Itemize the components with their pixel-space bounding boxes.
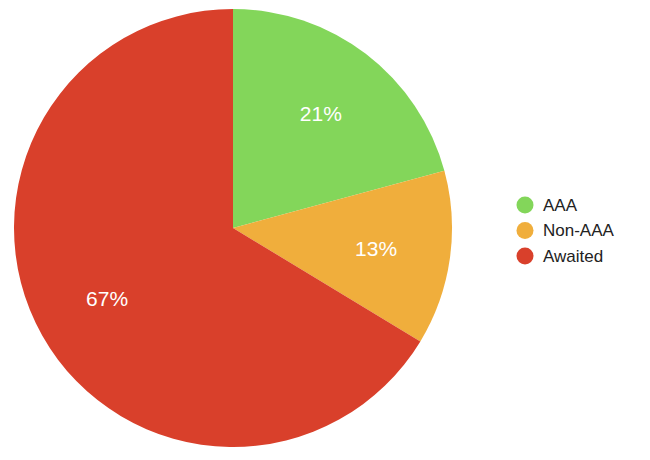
legend-marker <box>517 222 534 239</box>
legend-label: Non-AAA <box>543 221 615 240</box>
chart-container: 21% 13% 67% AAA Non-AAA Awaited <box>0 0 650 460</box>
legend-item: Non-AAA <box>517 221 615 240</box>
legend-label: AAA <box>543 196 578 215</box>
data-label: 13% <box>355 237 397 260</box>
pie: 21% 13% 67% <box>14 9 452 447</box>
legend-label: Awaited <box>543 247 603 266</box>
legend-marker <box>517 248 534 265</box>
legend-item: AAA <box>517 196 578 215</box>
chart-svg: 21% 13% 67% AAA Non-AAA Awaited <box>0 0 650 460</box>
data-label: 21% <box>300 102 342 125</box>
legend-item: Awaited <box>517 247 604 266</box>
data-label: 67% <box>86 287 128 310</box>
pie-slice <box>14 9 420 447</box>
legend: AAA Non-AAA Awaited <box>517 196 615 266</box>
legend-marker <box>517 197 534 214</box>
